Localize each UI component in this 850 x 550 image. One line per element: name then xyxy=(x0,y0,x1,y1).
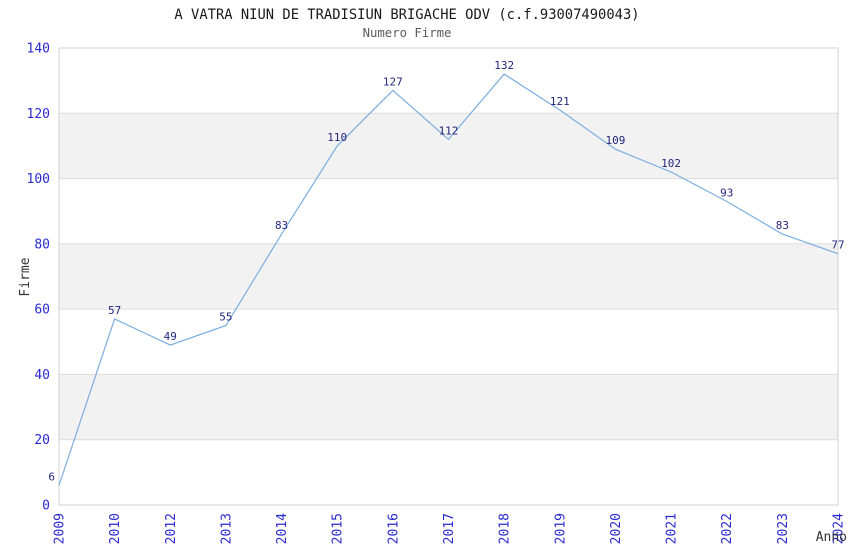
x-tick-label: 2023 xyxy=(776,513,791,544)
y-tick-label: 100 xyxy=(27,172,50,187)
x-tick-label: 2012 xyxy=(164,513,179,544)
plot-band xyxy=(59,113,838,179)
y-tick-label: 80 xyxy=(34,237,50,252)
chart-title: A VATRA NIUN DE TRADISIUN BRIGACHE ODV (… xyxy=(174,7,639,23)
data-point-label: 57 xyxy=(108,304,121,317)
data-point-labels: 6 57 49 55 83 110 127 112 132 121 109 102 93 83 77 xyxy=(48,59,844,483)
y-tick-label: 0 xyxy=(42,499,50,514)
y-tick-label: 60 xyxy=(34,303,50,318)
x-tick-label: 2016 xyxy=(386,513,401,544)
data-point-label: 93 xyxy=(720,186,733,199)
x-tick-label: 2019 xyxy=(553,513,568,544)
x-tick-label: 2015 xyxy=(331,513,346,544)
data-point-label: 83 xyxy=(776,219,789,232)
y-axis-tick-labels: 0 20 40 60 80 100 120 140 xyxy=(27,42,50,514)
plot-band xyxy=(59,243,838,310)
data-point-label: 49 xyxy=(164,330,177,343)
data-point-label: 109 xyxy=(605,134,625,147)
x-tick-label: 2009 xyxy=(53,513,68,544)
data-point-label: 55 xyxy=(219,310,232,323)
data-point-label: 132 xyxy=(494,59,514,72)
y-tick-label: 40 xyxy=(34,368,50,383)
data-point-label: 83 xyxy=(275,219,288,232)
x-tick-label: 2024 xyxy=(832,513,847,544)
x-tick-label: 2020 xyxy=(609,513,624,544)
x-tick-label: 2021 xyxy=(665,513,680,544)
data-point-label: 77 xyxy=(831,239,844,252)
data-point-label: 110 xyxy=(327,131,347,144)
series-line xyxy=(58,73,839,486)
data-point-label: 121 xyxy=(550,95,570,108)
x-axis-tick-labels: 2009 2010 2012 2013 2014 2015 2016 2017 2018 2019… xyxy=(53,513,847,544)
plot-band xyxy=(59,374,838,440)
x-tick-label: 2017 xyxy=(442,513,457,544)
x-tick-label: 2014 xyxy=(275,513,290,544)
x-tick-label: 2010 xyxy=(108,513,123,544)
y-tick-label: 20 xyxy=(34,433,50,448)
data-point-label: 102 xyxy=(661,157,681,170)
data-point-label: 112 xyxy=(439,124,459,137)
chart-subtitle: Numero Firme xyxy=(363,26,452,40)
y-tick-label: 140 xyxy=(27,42,50,57)
plot-border xyxy=(58,47,839,506)
x-tick-label: 2018 xyxy=(498,513,513,544)
x-axis-label: Anno xyxy=(816,530,847,545)
plot-shaded-bands xyxy=(59,113,838,440)
data-point-label: 6 xyxy=(48,470,55,483)
y-tick-label: 120 xyxy=(27,107,50,122)
gridlines xyxy=(59,112,838,441)
x-tick-label: 2013 xyxy=(219,513,234,544)
data-point-label: 127 xyxy=(383,75,403,88)
x-tick-label: 2022 xyxy=(720,513,735,544)
y-axis-label: Firme xyxy=(18,257,33,296)
